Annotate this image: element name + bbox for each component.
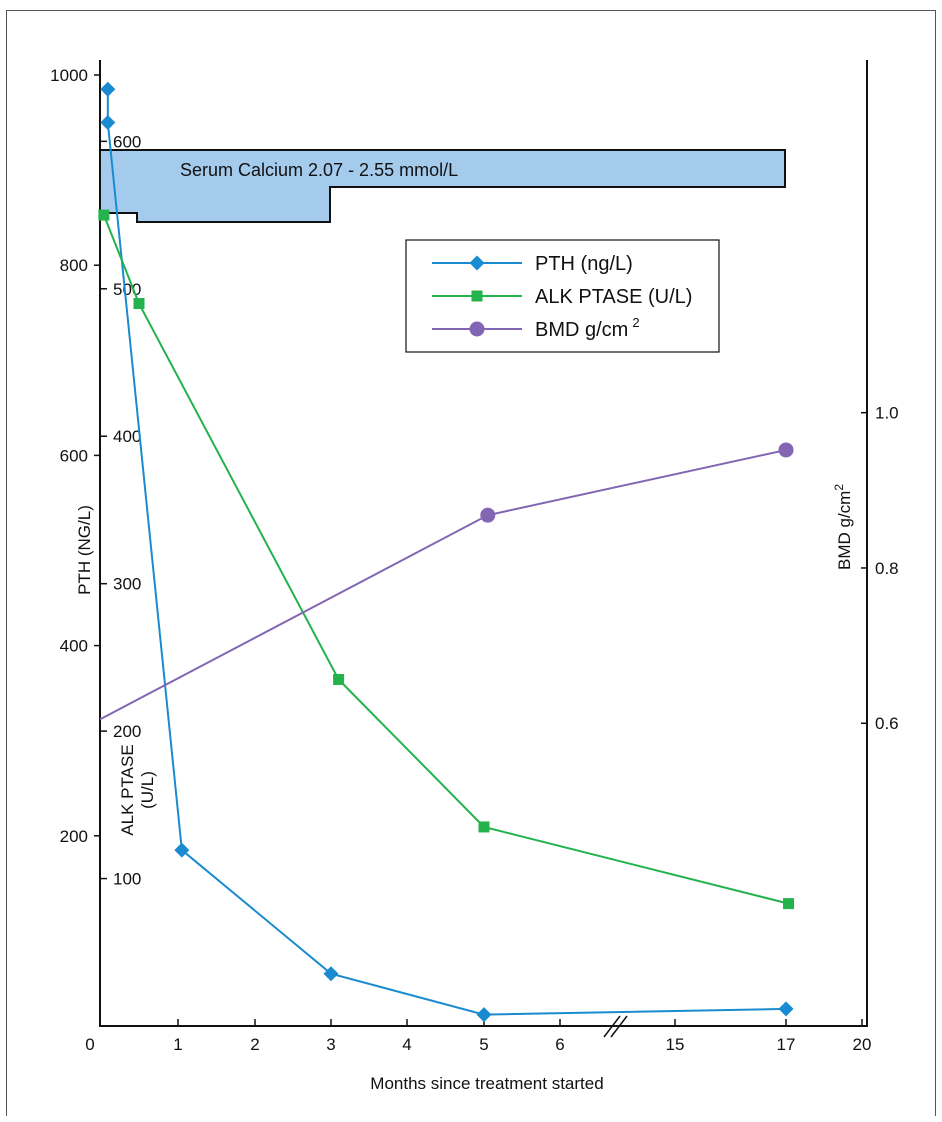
pth-tick-label: 600: [60, 446, 88, 465]
x-tick-label: 15: [666, 1035, 685, 1054]
x-tick-label: 2: [250, 1035, 259, 1054]
legend: PTH (ng/L) ALK PTASE (U/L) BMD g/cm 2: [405, 239, 720, 353]
alk-tick-label: 300: [113, 575, 141, 594]
bmd-tick-label: 1.0: [875, 404, 899, 423]
alk-tick-label: 500: [113, 280, 141, 299]
pth-series-line: [106, 89, 787, 1016]
legend-marker: [469, 321, 485, 337]
legend-label: ALK PTASE (U/L): [535, 286, 692, 308]
legend-label-text: ALK PTASE (U/L): [535, 286, 692, 308]
legend-marker: [471, 290, 483, 302]
alk-tick-label: 400: [113, 427, 141, 446]
ticks-layer: 0 1 2 3 4 5 6 15 17 20 200 400 600 800 1000 100 200 300 40…: [50, 66, 898, 1054]
x-tick-label: 1: [173, 1035, 182, 1054]
alk-point: [783, 898, 795, 910]
legend-label-text: PTH (ng/L): [535, 253, 633, 275]
alk-point: [333, 674, 345, 686]
alk-tick-label: 100: [113, 870, 141, 889]
pth-tick-label: 1000: [50, 66, 88, 85]
alk-point: [98, 209, 110, 221]
bmd-tick-label: 0.8: [875, 559, 899, 578]
legend-marker: [469, 255, 485, 271]
pth-point: [778, 1001, 794, 1017]
x-tick-label: 6: [555, 1035, 564, 1054]
bmd-point: [480, 507, 496, 523]
x-tick-label: 17: [777, 1035, 796, 1054]
pth-tick-label: 400: [60, 637, 88, 656]
legend-label-sup: 2: [632, 315, 639, 330]
pth-point: [174, 842, 190, 858]
x-axis-label: Months since treatment started: [370, 1074, 603, 1093]
pth-point: [323, 966, 339, 982]
pth-point: [100, 115, 116, 131]
alk-tick-label: 600: [113, 132, 141, 151]
series-layer: [98, 81, 795, 1023]
bmd-point: [778, 442, 794, 458]
pth-axis-label: PTH (NG/L): [75, 505, 94, 595]
pth-point: [476, 1007, 492, 1023]
x-tick-label: 20: [853, 1035, 872, 1054]
pth-tick-label: 200: [60, 827, 88, 846]
x-tick-label: 4: [402, 1035, 411, 1054]
calcium-band-label: Serum Calcium 2.07 - 2.55 mmol/L: [180, 160, 458, 180]
calcium-band: [99, 149, 786, 223]
figure-frame: [6, 10, 936, 1116]
axis-break: [603, 1015, 628, 1038]
pth-point: [100, 81, 116, 97]
alk-axis-label-line2: (U/L): [138, 771, 157, 809]
alk-tick-label: 200: [113, 722, 141, 741]
bmd-series-line: [99, 448, 787, 721]
alk-axis-label-line1: ALK PTASE: [118, 744, 137, 835]
bmd-axis-label-text: BMD g/cm: [835, 491, 854, 570]
bmd-tick-label: 0.6: [875, 714, 899, 733]
x-tick-label: 3: [326, 1035, 335, 1054]
alk-point: [133, 298, 145, 310]
x-tick-label: 5: [479, 1035, 488, 1054]
legend-label: PTH (ng/L): [535, 253, 633, 275]
legend-label: BMD g/cm 2: [535, 315, 640, 341]
alk-point: [478, 821, 490, 833]
legend-label-text: BMD g/cm: [535, 319, 628, 341]
bmd-axis-label-sup: 2: [832, 484, 846, 491]
x-tick-label: 0: [85, 1035, 94, 1054]
bmd-axis-label: BMD g/cm2: [832, 484, 854, 570]
pth-tick-label: 800: [60, 256, 88, 275]
